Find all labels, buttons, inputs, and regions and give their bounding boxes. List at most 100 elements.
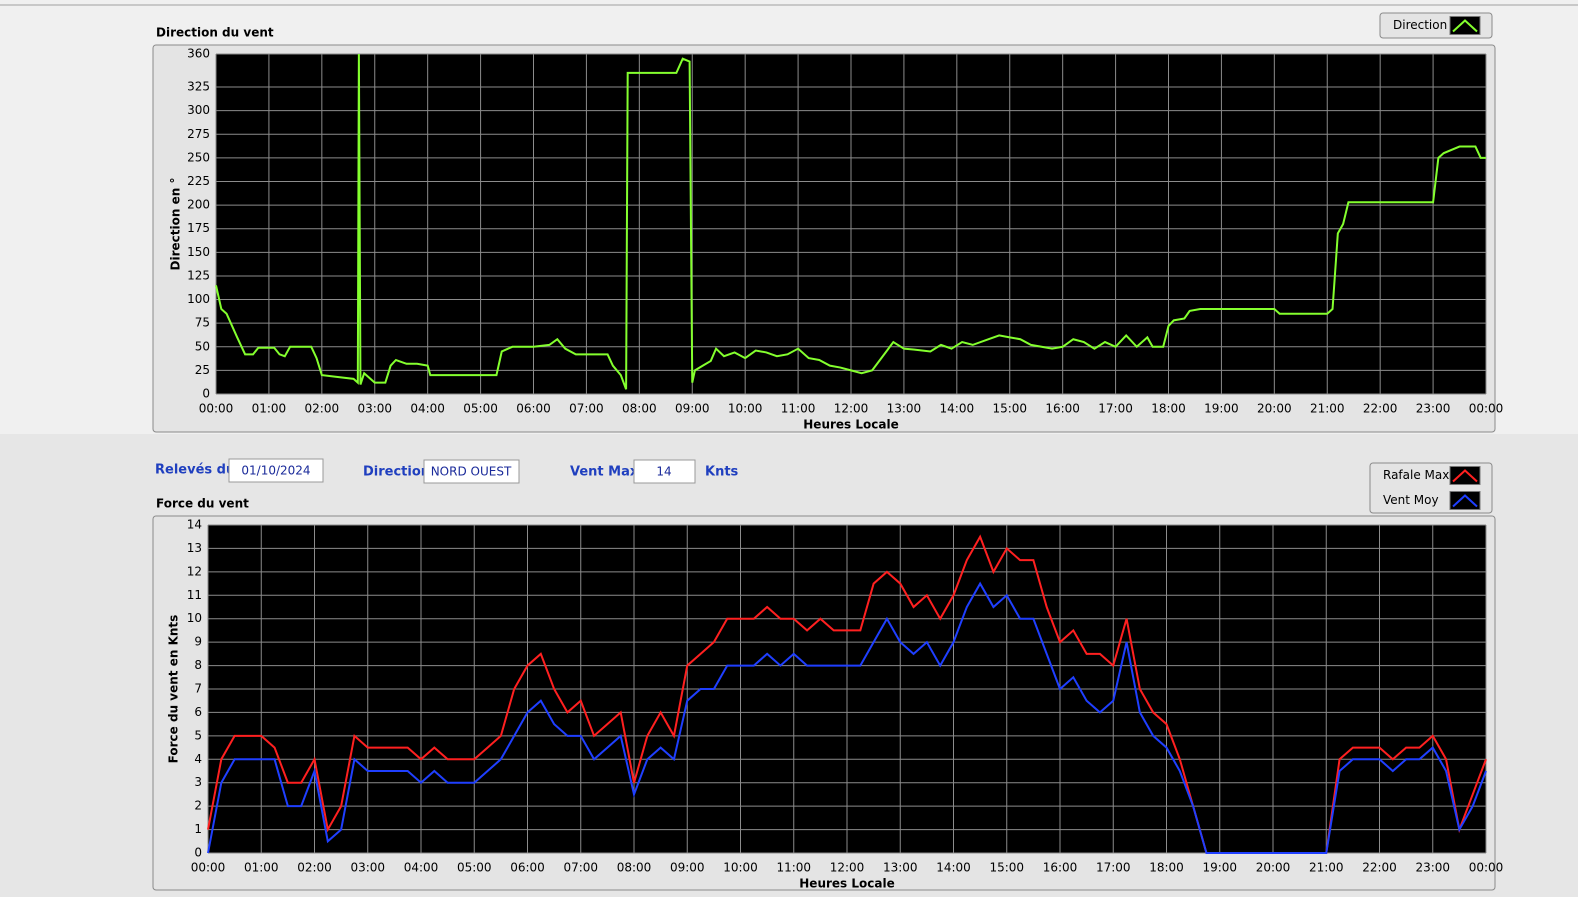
x-tick-label: 08:00 — [622, 402, 657, 416]
y-tick-label: 3 — [194, 775, 202, 789]
y-tick-label: 12 — [187, 564, 202, 578]
x-tick-label: 12:00 — [834, 402, 869, 416]
x-tick-label: 16:00 — [1045, 402, 1080, 416]
x-tick-label: 01:00 — [252, 402, 287, 416]
x-tick-label: 09:00 — [675, 402, 710, 416]
x-tick-label: 01:00 — [244, 861, 279, 875]
y-tick-label: 175 — [187, 221, 210, 235]
x-tick-label: 06:00 — [510, 861, 545, 875]
y-tick-label: 25 — [195, 363, 210, 377]
x-tick-label: 03:00 — [357, 402, 392, 416]
date-field[interactable] — [228, 458, 324, 483]
y-tick-label: 8 — [194, 658, 202, 672]
x-tick-label: 05:00 — [463, 402, 498, 416]
y-tick-label: 300 — [187, 103, 210, 117]
x-tick-label: 21:00 — [1309, 861, 1344, 875]
x-tick-label: 02:00 — [297, 861, 332, 875]
x-tick-label: 06:00 — [516, 402, 551, 416]
x-tick-label: 22:00 — [1362, 861, 1397, 875]
x-tick-label: 07:00 — [569, 402, 604, 416]
y-tick-label: 50 — [195, 339, 210, 353]
date-label: Relevés du — [155, 463, 235, 478]
legend-swatch — [1452, 494, 1478, 508]
y-tick-label: 10 — [187, 611, 202, 625]
x-tick-label: 09:00 — [670, 861, 705, 875]
y-tick-label: 4 — [194, 752, 202, 766]
x-tick-label: 00:00 — [199, 402, 234, 416]
x-tick-label: 14:00 — [936, 861, 971, 875]
y-tick-label: 11 — [187, 588, 202, 602]
x-tick-label: 23:00 — [1416, 402, 1451, 416]
x-tick-label: 22:00 — [1363, 402, 1398, 416]
unit-label: Knts — [705, 465, 739, 480]
x-tick-label: 10:00 — [723, 861, 758, 875]
legend-swatch-bg — [1449, 466, 1481, 485]
y-tick-label: 100 — [187, 292, 210, 306]
x-tick-label: 21:00 — [1310, 402, 1345, 416]
x-tick-label: 02:00 — [305, 402, 340, 416]
x-tick-label: 14:00 — [940, 402, 975, 416]
x-tick-label: 17:00 — [1098, 402, 1133, 416]
x-tick-label: 00:00 — [1469, 402, 1504, 416]
x-tick-label: 17:00 — [1096, 861, 1131, 875]
data-line — [207, 581, 1487, 854]
y-tick-label: 325 — [187, 80, 210, 94]
x-tick-label: 08:00 — [617, 861, 652, 875]
x-tick-label: 03:00 — [350, 861, 385, 875]
x-tick-label: 05:00 — [457, 861, 492, 875]
x-tick-label: 13:00 — [883, 861, 918, 875]
y-tick-label: 9 — [194, 635, 202, 649]
x-tick-label: 11:00 — [776, 861, 811, 875]
data-line — [215, 53, 1486, 390]
legend-swatch — [1452, 469, 1478, 483]
x-tick-label: 11:00 — [781, 402, 816, 416]
y-tick-label: 0 — [194, 846, 202, 860]
y-axis-title: Force du vent en Knts — [167, 615, 181, 764]
y-tick-label: 150 — [187, 245, 210, 259]
x-tick-label: 10:00 — [728, 402, 763, 416]
x-tick-label: 13:00 — [887, 402, 922, 416]
direction-label: Direction — [363, 465, 430, 480]
x-tick-label: 15:00 — [989, 861, 1024, 875]
x-tick-label: 18:00 — [1149, 861, 1184, 875]
direction-value: NORD OUEST — [431, 465, 512, 479]
y-tick-label: 75 — [195, 316, 210, 330]
y-tick-label: 125 — [187, 268, 210, 282]
legend-label: Vent Moy — [1383, 493, 1439, 507]
direction-field[interactable] — [423, 459, 520, 484]
legend-swatch-bg — [1449, 491, 1481, 510]
x-tick-label: 07:00 — [563, 861, 598, 875]
y-axis-title: Direction en ° — [169, 178, 183, 271]
x-tick-label: 15:00 — [992, 402, 1027, 416]
x-tick-label: 16:00 — [1043, 861, 1078, 875]
x-tick-label: 19:00 — [1204, 402, 1239, 416]
y-tick-label: 275 — [187, 127, 210, 141]
x-tick-label: 23:00 — [1415, 861, 1450, 875]
y-tick-label: 2 — [194, 799, 202, 813]
legend-label: Direction — [1393, 18, 1447, 32]
x-tick-label: 00:00 — [191, 861, 226, 875]
y-tick-label: 360 — [187, 47, 210, 61]
legend-label: Rafale Max — [1383, 468, 1449, 482]
vmax-label: Vent Max — [570, 465, 639, 480]
vmax-value: 14 — [656, 465, 671, 479]
vmax-field[interactable] — [633, 459, 696, 484]
y-tick-label: 7 — [194, 682, 202, 696]
date-value: 01/10/2024 — [241, 464, 310, 478]
y-tick-label: 0 — [202, 387, 210, 401]
legend-swatch — [1452, 19, 1478, 33]
x-axis-title: Heures Locale — [803, 418, 898, 432]
x-tick-label: 00:00 — [1469, 861, 1504, 875]
x-axis-title: Heures Locale — [799, 877, 894, 891]
y-tick-label: 200 — [187, 198, 210, 212]
x-tick-label: 18:00 — [1151, 402, 1186, 416]
x-tick-label: 04:00 — [404, 861, 439, 875]
y-tick-label: 225 — [187, 174, 210, 188]
y-tick-label: 250 — [187, 150, 210, 164]
legend-swatch-bg — [1449, 16, 1481, 35]
y-tick-label: 5 — [194, 728, 202, 742]
x-tick-label: 20:00 — [1256, 861, 1291, 875]
y-tick-label: 1 — [194, 822, 202, 836]
x-tick-label: 12:00 — [830, 861, 865, 875]
